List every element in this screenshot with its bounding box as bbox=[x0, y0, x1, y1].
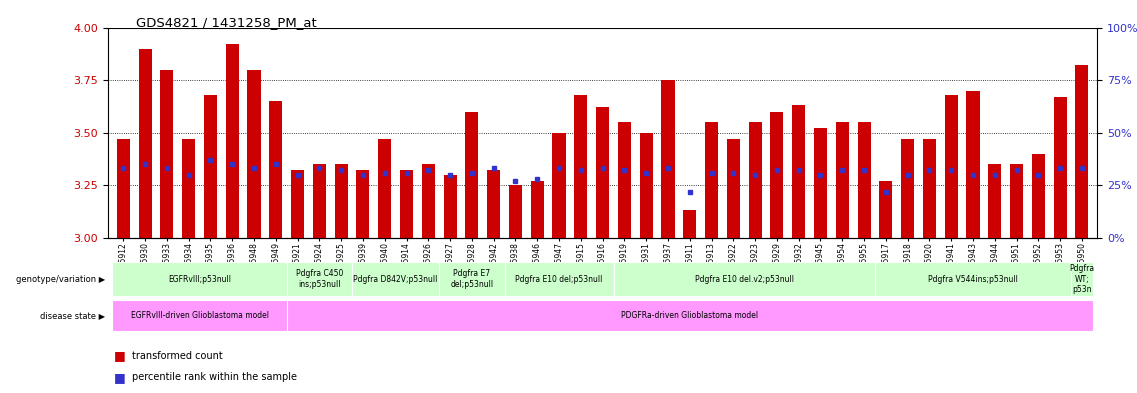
Bar bbox=[204, 95, 217, 238]
Bar bbox=[400, 171, 413, 238]
Bar bbox=[748, 122, 762, 238]
Bar bbox=[1010, 164, 1023, 238]
Bar bbox=[875, 263, 1071, 296]
Bar bbox=[509, 185, 522, 238]
Bar bbox=[313, 164, 326, 238]
Bar bbox=[487, 171, 500, 238]
Bar bbox=[574, 95, 588, 238]
Text: Pdgfra E10 del;p53null: Pdgfra E10 del;p53null bbox=[515, 275, 603, 283]
Bar bbox=[902, 139, 914, 238]
Bar bbox=[248, 70, 260, 238]
Bar bbox=[945, 95, 957, 238]
Bar bbox=[139, 48, 151, 238]
Bar bbox=[443, 174, 457, 238]
Bar bbox=[117, 139, 130, 238]
Bar bbox=[439, 263, 505, 296]
Bar bbox=[836, 122, 849, 238]
Bar bbox=[182, 139, 196, 238]
Text: Pdgfra V544ins;p53null: Pdgfra V544ins;p53null bbox=[928, 275, 1018, 283]
Text: EGFRvIII-driven Glioblastoma model: EGFRvIII-driven Glioblastoma model bbox=[131, 311, 268, 320]
Text: Pdgfra E7
del;p53null: Pdgfra E7 del;p53null bbox=[450, 269, 493, 289]
Text: Pdgfra D842V;p53null: Pdgfra D842V;p53null bbox=[354, 275, 438, 283]
Bar bbox=[614, 263, 875, 296]
Bar bbox=[352, 263, 439, 296]
Bar bbox=[596, 107, 609, 238]
Bar bbox=[966, 90, 980, 238]
Text: Pdgfra C450
ins;p53null: Pdgfra C450 ins;p53null bbox=[296, 269, 343, 289]
Bar bbox=[617, 122, 631, 238]
Bar bbox=[269, 101, 282, 238]
Bar bbox=[113, 300, 287, 331]
Bar bbox=[879, 181, 893, 238]
Bar bbox=[727, 139, 740, 238]
Bar bbox=[113, 263, 287, 296]
Text: PDGFRa-driven Glioblastoma model: PDGFRa-driven Glioblastoma model bbox=[621, 311, 758, 320]
Bar bbox=[225, 44, 239, 238]
Bar bbox=[160, 70, 173, 238]
Text: ■: ■ bbox=[114, 371, 125, 384]
Bar bbox=[291, 171, 304, 238]
Bar bbox=[1054, 97, 1067, 238]
Bar bbox=[422, 164, 434, 238]
Bar bbox=[683, 210, 696, 238]
Bar bbox=[531, 181, 543, 238]
Text: transformed count: transformed count bbox=[132, 351, 223, 361]
Text: ■: ■ bbox=[114, 349, 125, 362]
Text: genotype/variation ▶: genotype/variation ▶ bbox=[16, 275, 105, 283]
Bar bbox=[1032, 154, 1045, 238]
Bar bbox=[356, 171, 370, 238]
Bar bbox=[505, 263, 614, 296]
Text: disease state ▶: disease state ▶ bbox=[40, 311, 105, 320]
Bar bbox=[857, 122, 871, 238]
Bar bbox=[640, 132, 653, 238]
Bar bbox=[1071, 263, 1093, 296]
Bar bbox=[379, 139, 391, 238]
Bar bbox=[988, 164, 1002, 238]
Text: Pdgfra E10 del.v2;p53null: Pdgfra E10 del.v2;p53null bbox=[695, 275, 794, 283]
Bar bbox=[792, 105, 805, 238]
Text: percentile rank within the sample: percentile rank within the sample bbox=[132, 372, 297, 382]
Bar bbox=[287, 300, 1093, 331]
Text: GDS4821 / 1431258_PM_at: GDS4821 / 1431258_PM_at bbox=[136, 16, 317, 29]
Text: EGFRvIII;p53null: EGFRvIII;p53null bbox=[168, 275, 231, 283]
Bar bbox=[287, 263, 352, 296]
Bar bbox=[553, 132, 565, 238]
Bar bbox=[705, 122, 719, 238]
Bar bbox=[771, 112, 783, 238]
Bar bbox=[334, 164, 348, 238]
Bar bbox=[814, 129, 827, 238]
Bar bbox=[662, 80, 674, 238]
Bar bbox=[1076, 65, 1088, 238]
Bar bbox=[465, 112, 479, 238]
Text: Pdgfra
WT;
p53n: Pdgfra WT; p53n bbox=[1070, 264, 1095, 294]
Bar bbox=[923, 139, 936, 238]
